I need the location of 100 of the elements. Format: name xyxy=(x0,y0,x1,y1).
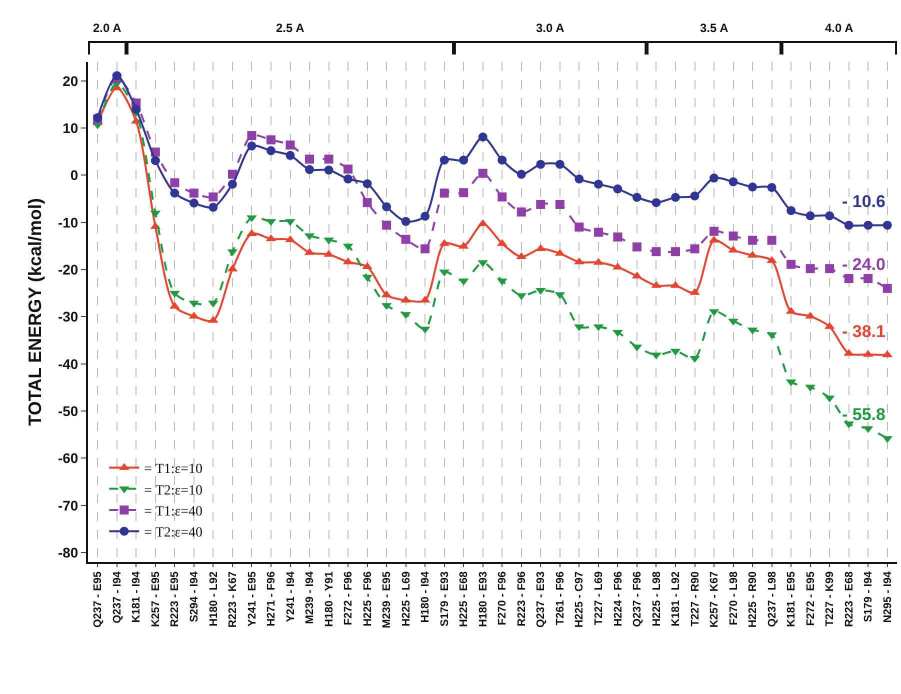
point xyxy=(305,154,314,164)
point xyxy=(844,274,854,284)
x-tick-label: H180 - I94 xyxy=(420,570,432,623)
point xyxy=(767,182,776,192)
point xyxy=(516,170,526,179)
x-tick-label: M239 - E95 xyxy=(381,571,394,628)
point xyxy=(767,236,776,245)
point xyxy=(690,356,700,363)
x-tick-label: H180 - Y91 xyxy=(323,571,336,627)
point xyxy=(189,198,198,208)
x-tick-label: F272 - E95 xyxy=(804,571,817,626)
x-tick-label: Q237 - F96 xyxy=(632,571,644,628)
point xyxy=(536,200,546,209)
point xyxy=(247,131,256,140)
x-tick-label: H224 - F96 xyxy=(612,571,624,626)
point xyxy=(864,274,873,284)
y-tick-label: 20 xyxy=(62,72,78,89)
x-tick-label: Q237 - I94 xyxy=(111,570,124,624)
point xyxy=(613,232,622,242)
x-tick-label: K181 - E95 xyxy=(786,571,798,628)
point xyxy=(670,192,680,202)
point xyxy=(324,154,334,164)
point xyxy=(864,220,873,230)
x-tick-label: Q237 - E95 xyxy=(92,571,104,628)
legend-label: = T1:ε=40 xyxy=(144,504,203,520)
point xyxy=(498,192,507,202)
x-tick-label: Q237 - L98 xyxy=(766,571,778,628)
annotation: - 24.0 xyxy=(842,255,886,274)
point xyxy=(208,202,218,212)
x-tick-label: H225 - E68 xyxy=(458,571,470,628)
point xyxy=(844,220,854,230)
point xyxy=(516,208,526,216)
point xyxy=(498,156,507,165)
point xyxy=(382,202,392,212)
x-tick-label: F272 - F96 xyxy=(342,571,355,626)
y-tick-label: -20 xyxy=(58,261,78,278)
x-tick-label: H180 - L92 xyxy=(208,571,220,626)
point xyxy=(401,216,410,226)
point xyxy=(555,200,564,209)
x-tick-label: H225 - L98 xyxy=(650,571,663,626)
point xyxy=(440,156,449,165)
point xyxy=(786,260,796,269)
point xyxy=(170,178,180,188)
point xyxy=(748,236,758,245)
point xyxy=(690,191,700,200)
point xyxy=(478,168,488,178)
x-tick-label: T261 - F96 xyxy=(554,571,566,626)
point xyxy=(652,198,661,208)
x-tick-label: R223 - K67 xyxy=(227,571,240,628)
point xyxy=(208,192,218,202)
point xyxy=(766,332,777,340)
point xyxy=(670,247,680,256)
point xyxy=(748,182,758,192)
annotation: - 55.8 xyxy=(842,405,886,424)
x-tick-label: K257 - E95 xyxy=(150,571,162,628)
x-tick-label: F270 - F96 xyxy=(496,571,509,626)
x-tick-label: H225 - C97 xyxy=(574,571,586,628)
y-tick-label: -70 xyxy=(58,497,78,514)
point xyxy=(728,177,738,186)
x-tick-label: Y241 - I94 xyxy=(284,570,297,622)
x-tick-label: H225 - L69 xyxy=(400,571,412,626)
point xyxy=(420,212,430,221)
annotation: - 38.1 xyxy=(842,322,886,341)
x-tick-label: K181 - I94 xyxy=(130,570,143,623)
y-tick-label: -10 xyxy=(58,214,78,230)
point xyxy=(208,300,218,308)
x-tick-label: Y241 - E95 xyxy=(246,571,258,626)
x-tick-label: H225 - F96 xyxy=(362,571,374,626)
point xyxy=(574,222,584,232)
point xyxy=(286,150,295,160)
point xyxy=(189,188,198,198)
x-tick-label: T227 - R90 xyxy=(689,571,702,626)
y-tick-label: -40 xyxy=(58,356,78,372)
y-axis-title: TOTAL ENERGY (kcal/mol) xyxy=(25,198,45,426)
point xyxy=(806,264,815,274)
x-tick-label: H225 - R90 xyxy=(747,571,760,628)
point xyxy=(440,188,449,198)
point xyxy=(632,242,642,252)
point xyxy=(344,174,353,184)
text: 3.0 A xyxy=(536,21,565,35)
text: 3.5 A xyxy=(700,21,729,35)
point xyxy=(247,141,256,150)
point xyxy=(555,160,564,169)
point xyxy=(882,220,892,230)
point xyxy=(574,174,584,184)
point xyxy=(420,244,430,254)
y-tick-label: -50 xyxy=(58,402,78,419)
x-tick-label: S294 - I94 xyxy=(188,570,201,622)
point xyxy=(266,135,276,144)
x-tick-label: R223 - F96 xyxy=(516,571,528,626)
point xyxy=(266,146,276,156)
point xyxy=(362,274,372,282)
legend-label: = T2:ε=10 xyxy=(144,483,203,498)
y-tick-label: 10 xyxy=(62,120,78,136)
point xyxy=(208,316,218,323)
text: 4.0 A xyxy=(825,21,854,35)
x-tick-label: Q237 - E93 xyxy=(535,571,548,628)
point xyxy=(882,284,892,293)
text: 2.0 A xyxy=(93,21,122,35)
text: 2.5 A xyxy=(276,21,305,35)
